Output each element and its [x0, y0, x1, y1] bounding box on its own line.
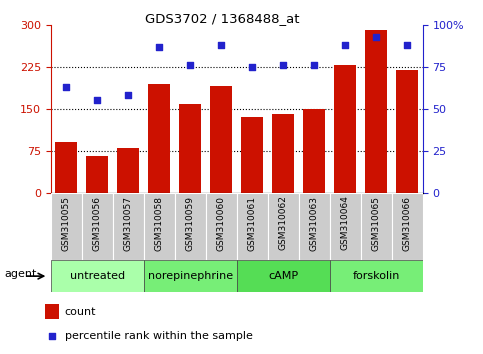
Text: GSM310064: GSM310064 [341, 196, 350, 251]
Point [341, 42, 349, 48]
Bar [361, 193, 392, 260]
Bar [396, 70, 418, 193]
Text: GSM310060: GSM310060 [217, 196, 226, 251]
Point [156, 44, 163, 50]
Bar [303, 109, 325, 193]
Text: GSM310057: GSM310057 [124, 196, 133, 251]
Point [279, 62, 287, 68]
Bar [45, 304, 58, 319]
Point [310, 62, 318, 68]
Bar [392, 193, 423, 260]
Bar [329, 193, 361, 260]
Point [124, 92, 132, 98]
Point [186, 62, 194, 68]
Text: percentile rank within the sample: percentile rank within the sample [65, 331, 253, 341]
Text: agent: agent [5, 269, 37, 279]
Bar [82, 193, 113, 260]
Text: GSM310065: GSM310065 [371, 196, 381, 251]
Text: count: count [65, 307, 96, 316]
Bar [329, 260, 423, 292]
Bar [206, 193, 237, 260]
Text: GSM310055: GSM310055 [62, 196, 71, 251]
Text: GSM310056: GSM310056 [93, 196, 102, 251]
Bar [334, 65, 356, 193]
Point [93, 98, 101, 103]
Text: GSM310063: GSM310063 [310, 196, 319, 251]
Bar [242, 117, 263, 193]
Bar [237, 193, 268, 260]
Bar [268, 193, 298, 260]
Bar [144, 193, 175, 260]
Text: GDS3702 / 1368488_at: GDS3702 / 1368488_at [145, 12, 299, 25]
Text: GSM310066: GSM310066 [403, 196, 412, 251]
Point [248, 64, 256, 70]
Text: untreated: untreated [70, 271, 125, 281]
Text: cAMP: cAMP [268, 271, 298, 281]
Bar [113, 193, 144, 260]
Bar [210, 86, 232, 193]
Text: GSM310058: GSM310058 [155, 196, 164, 251]
Point [217, 42, 225, 48]
Bar [237, 260, 330, 292]
Text: GSM310059: GSM310059 [185, 196, 195, 251]
Text: GSM310061: GSM310061 [248, 196, 256, 251]
Text: norepinephrine: norepinephrine [148, 271, 233, 281]
Bar [144, 260, 237, 292]
Bar [56, 143, 77, 193]
Point [403, 42, 411, 48]
Point [62, 84, 70, 90]
Text: forskolin: forskolin [353, 271, 400, 281]
Point [372, 34, 380, 39]
Bar [86, 156, 108, 193]
Bar [51, 260, 144, 292]
Bar [175, 193, 206, 260]
Point [48, 333, 56, 339]
Text: GSM310062: GSM310062 [279, 196, 288, 251]
Bar [117, 148, 139, 193]
Bar [365, 30, 387, 193]
Bar [148, 84, 170, 193]
Bar [272, 114, 294, 193]
Bar [298, 193, 329, 260]
Bar [179, 104, 201, 193]
Bar [51, 193, 82, 260]
